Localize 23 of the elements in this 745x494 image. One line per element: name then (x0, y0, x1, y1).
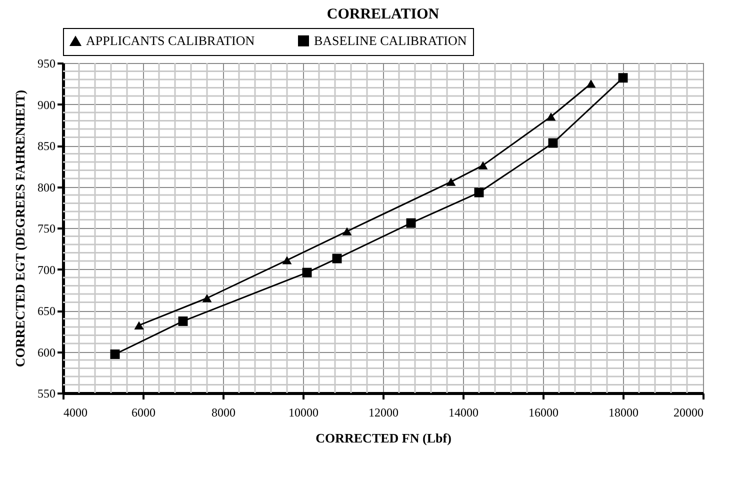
x-tick-label: 4000 (64, 406, 88, 420)
x-tick-label: 18000 (608, 406, 638, 420)
x-tick-label: 16000 (528, 406, 558, 420)
y-tick-label: 900 (38, 98, 56, 112)
y-tick-label: 700 (38, 262, 56, 277)
x-tick-label: 20000 (674, 406, 704, 420)
y-tick-label: 950 (38, 56, 56, 70)
y-axis-title: CORRECTED EGT (DEGREES FAHRENHEIT) (12, 90, 28, 368)
y-tick-label: 650 (38, 304, 56, 318)
y-tick-label: 850 (38, 139, 56, 153)
legend-label: APPLICANTS CALIBRATION (86, 33, 256, 48)
x-axis-title: CORRECTED FN (Lbf) (316, 430, 452, 446)
x-tick-label: 6000 (132, 406, 156, 420)
y-tick-label: 750 (38, 222, 56, 236)
x-tick-label: 10000 (288, 406, 318, 420)
legend-label: BASELINE CALIBRATION (314, 32, 468, 48)
x-tick-label: 12000 (368, 406, 398, 420)
x-tick-label: 8000 (212, 406, 236, 420)
chart-title: CORRELATION (326, 6, 440, 22)
y-tick-label: 800 (38, 180, 56, 194)
y-tick-label: 550 (38, 386, 56, 400)
y-tick-label: 600 (38, 345, 56, 360)
x-tick-label: 14000 (448, 406, 478, 420)
